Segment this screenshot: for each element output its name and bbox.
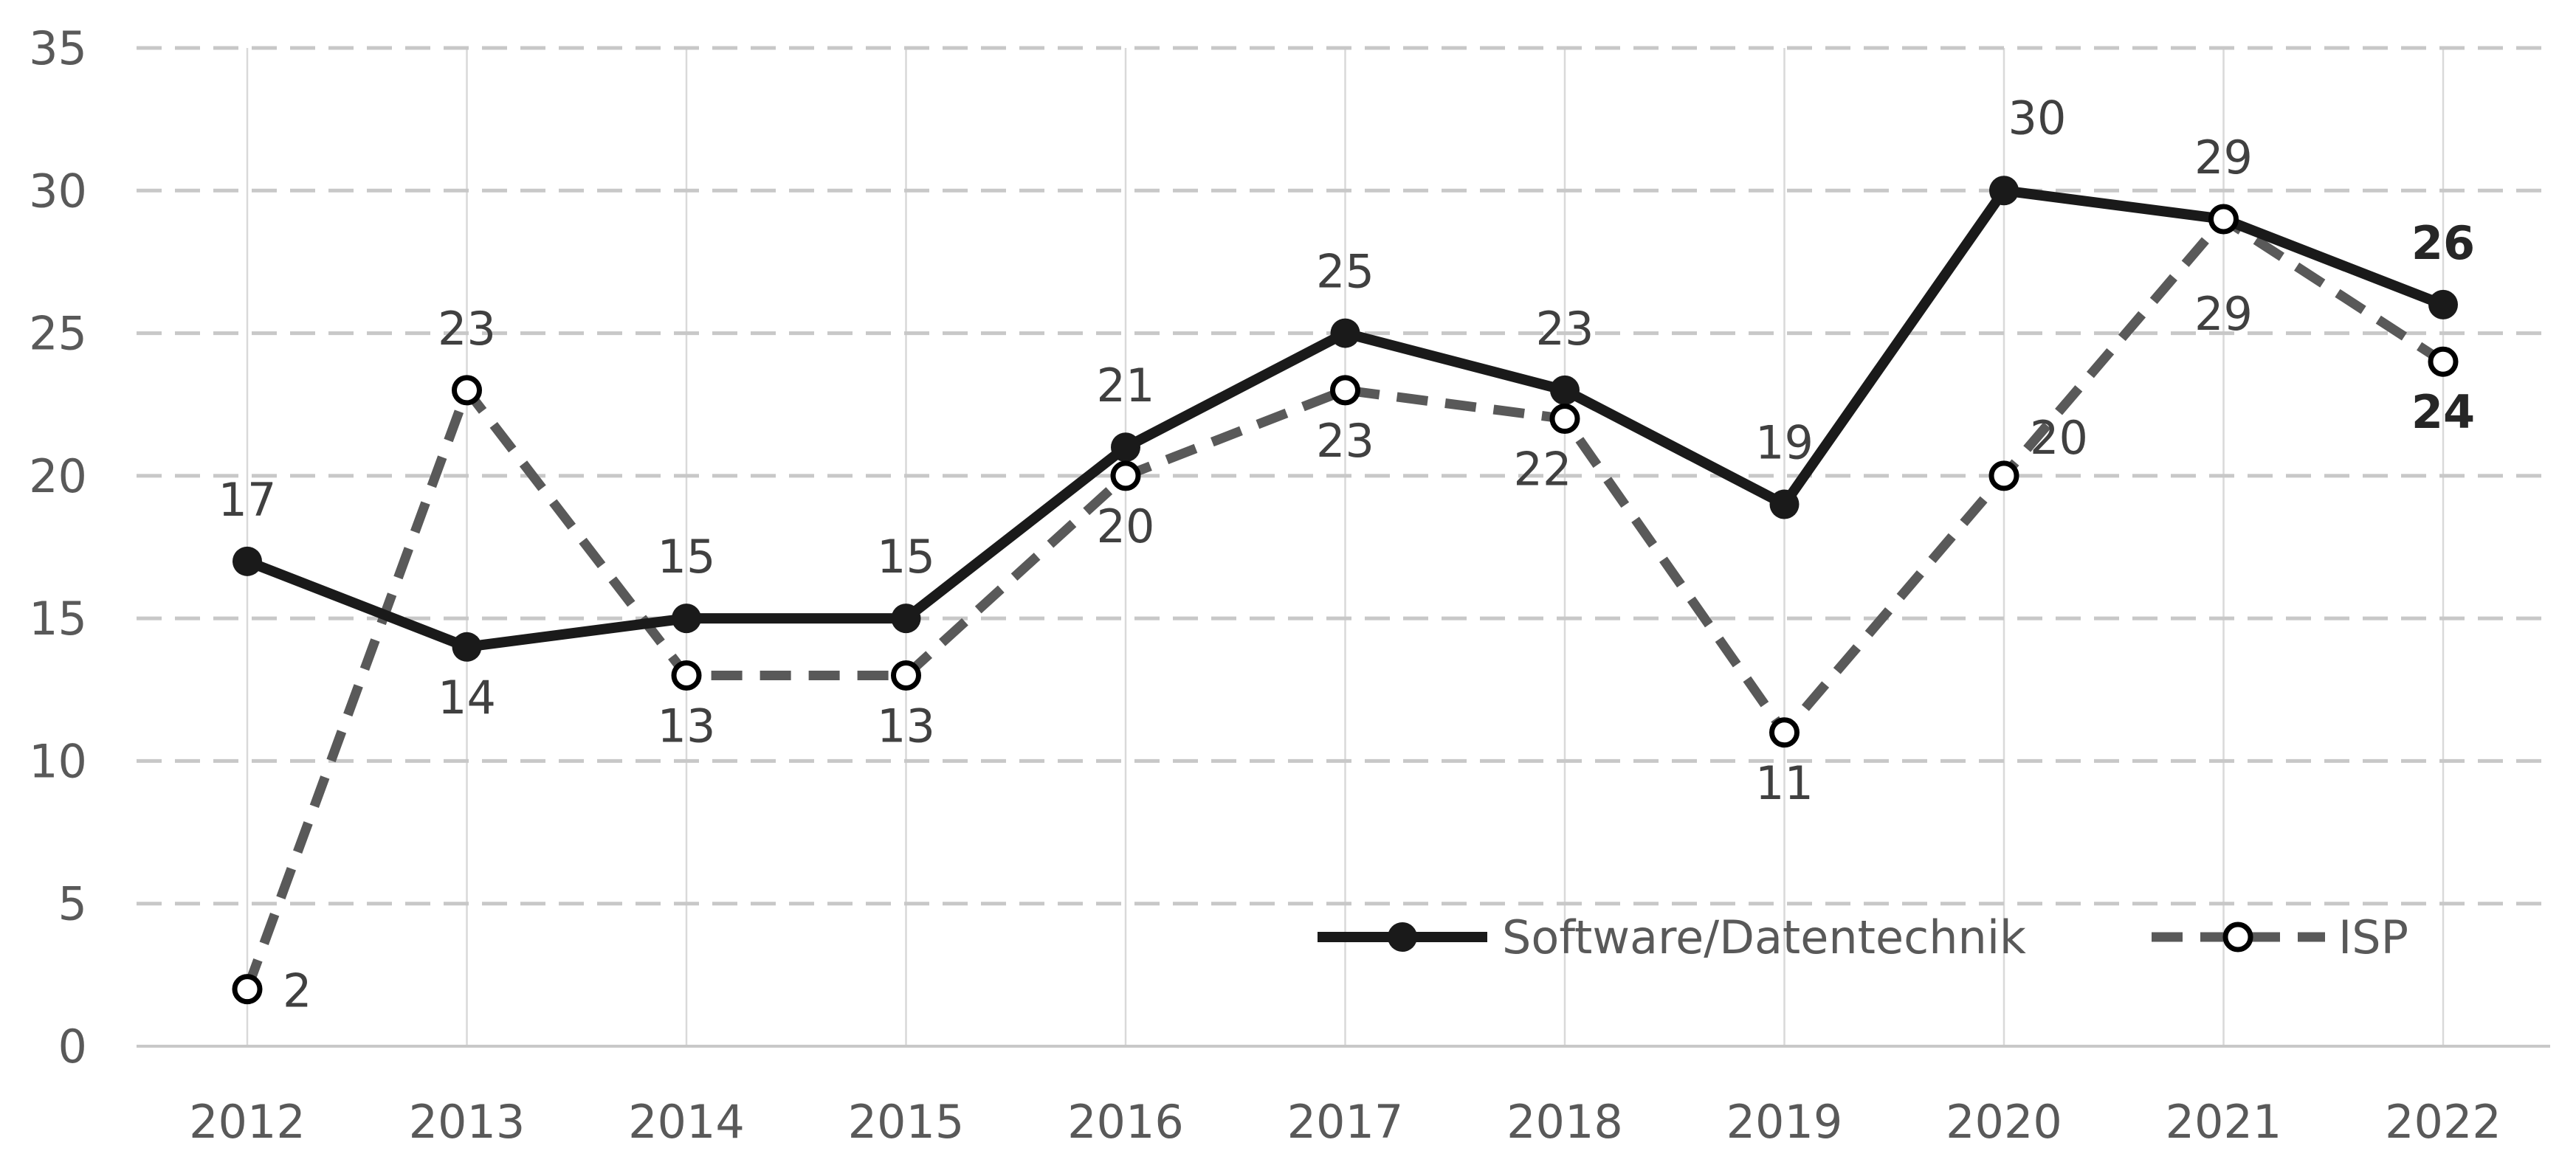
data-label-isp: 23 <box>438 302 496 356</box>
x-tick-label: 2020 <box>1946 1095 2062 1149</box>
point-software-datentechnik <box>891 604 921 634</box>
point-software-datentechnik <box>1769 489 1800 519</box>
data-label-isp: 2 <box>283 964 311 1018</box>
point-software-datentechnik <box>2428 289 2458 319</box>
data-label-isp: 13 <box>877 699 935 753</box>
data-label-software-datentechnik: 21 <box>1097 359 1155 412</box>
y-tick-label: 15 <box>29 592 87 646</box>
data-label-software-datentechnik: 26 <box>2411 216 2475 270</box>
point-software-datentechnik <box>1550 375 1580 405</box>
x-tick-label: 2013 <box>409 1095 526 1149</box>
data-label-software-datentechnik: 17 <box>218 473 277 527</box>
y-tick-label: 25 <box>29 307 87 361</box>
x-tick-label: 2016 <box>1067 1095 1184 1149</box>
legend-marker-software-datentechnik <box>1388 922 1417 952</box>
y-tick-label: 5 <box>58 877 87 931</box>
point-software-datentechnik <box>233 546 262 576</box>
x-tick-label: 2021 <box>2166 1095 2282 1149</box>
point-software-datentechnik <box>1330 318 1360 348</box>
data-labels: 17 14 15 15 21 25 23 19 30 29 26 2 23 13 13 20 23 22 11 20 2… <box>218 91 2476 1017</box>
point-software-datentechnik <box>672 604 701 634</box>
y-tick-label: 20 <box>29 449 87 503</box>
legend-marker-isp <box>2222 922 2253 953</box>
data-label-software-datentechnik: 19 <box>1755 416 1814 470</box>
x-tick-label: 2018 <box>1506 1095 1623 1149</box>
point-isp <box>1988 460 2019 491</box>
x-axis-tick-labels: 2012 2013 2014 2015 2016 2017 2018 2019 2020 2021… <box>189 1095 2501 1149</box>
data-label-software-datentechnik: 30 <box>2008 91 2067 145</box>
y-tick-label: 30 <box>29 164 87 218</box>
point-isp <box>1549 404 1580 435</box>
data-label-isp: 13 <box>658 699 716 753</box>
data-label-software-datentechnik: 23 <box>1536 302 1594 356</box>
data-label-isp: 20 <box>1097 499 1155 553</box>
point-isp <box>1110 460 1141 491</box>
point-isp <box>671 660 702 691</box>
x-tick-label: 2015 <box>848 1095 965 1149</box>
x-tick-label: 2012 <box>189 1095 306 1149</box>
data-label-software-datentechnik: 15 <box>658 530 716 584</box>
data-label-software-datentechnik: 14 <box>438 671 496 725</box>
point-isp <box>891 660 921 691</box>
point-isp <box>452 375 482 406</box>
y-tick-label: 0 <box>58 1020 87 1074</box>
legend: Software/Datentechnik ISP <box>1318 910 2408 964</box>
point-isp <box>2428 346 2459 377</box>
y-axis-tick-labels: 0 5 10 15 20 25 30 35 <box>29 21 87 1074</box>
data-label-isp: 23 <box>1316 414 1374 468</box>
x-tick-label: 2017 <box>1287 1095 1404 1149</box>
point-isp <box>232 974 263 1005</box>
x-tick-label: 2014 <box>628 1095 745 1149</box>
data-label-software-datentechnik: 15 <box>877 530 935 584</box>
data-label-isp: 22 <box>1514 443 1572 497</box>
point-software-datentechnik <box>452 632 482 662</box>
series-lines <box>232 176 2459 1005</box>
data-label-software-datentechnik: 29 <box>2194 131 2253 184</box>
point-isp <box>2208 204 2239 235</box>
data-label-isp: 20 <box>2030 411 2088 465</box>
data-label-isp: 24 <box>2411 385 2475 439</box>
point-isp <box>1769 717 1800 748</box>
point-isp <box>1330 375 1360 406</box>
series-line-isp <box>242 214 2446 991</box>
y-tick-label: 10 <box>29 734 87 788</box>
x-tick-label: 2022 <box>2385 1095 2501 1149</box>
data-label-software-datentechnik: 25 <box>1316 245 1374 299</box>
legend-label-isp: ISP <box>2338 910 2408 964</box>
point-software-datentechnik <box>1989 176 2019 206</box>
data-label-isp: 29 <box>2194 287 2253 341</box>
point-software-datentechnik <box>1111 432 1140 463</box>
data-label-isp: 11 <box>1755 756 1814 810</box>
y-tick-label: 35 <box>29 21 87 75</box>
x-tick-label: 2019 <box>1726 1095 1843 1149</box>
legend-label-software-datentechnik: Software/Datentechnik <box>1502 910 2026 964</box>
gridlines <box>137 46 2550 1048</box>
